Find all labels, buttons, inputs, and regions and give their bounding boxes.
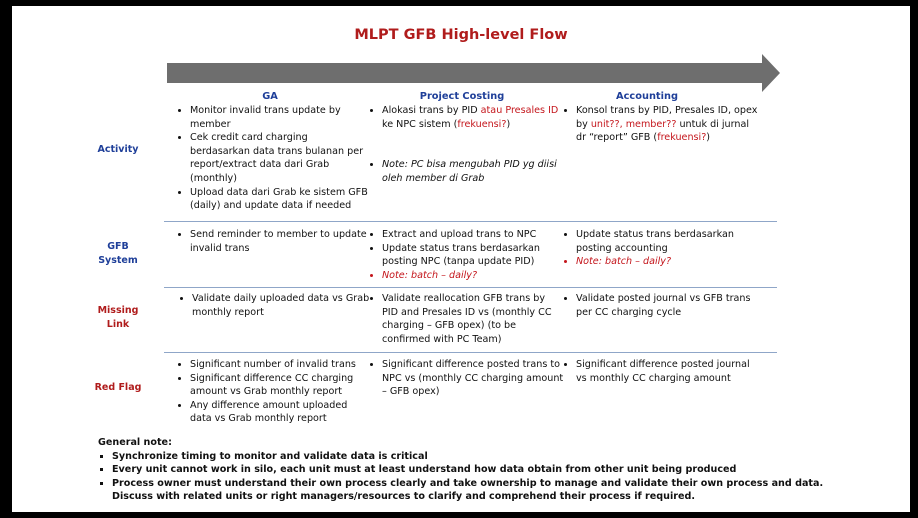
list-item: Validate reallocation GFB trans by PID a… (382, 292, 564, 346)
list-item: Process owner must understand their own … (112, 477, 858, 504)
redflag-pc-list: Significant difference posted trans to N… (368, 358, 567, 399)
row-divider (164, 352, 777, 353)
redflag-ga-list: Significant number of invalid trans Sign… (176, 358, 370, 426)
list-item: Any difference amount uploaded data vs G… (190, 399, 370, 426)
list-item: Monitor invalid trans update by member (190, 104, 370, 131)
list-item: Send reminder to member to update invali… (190, 228, 370, 255)
list-item: Update status trans berdasarkan posting … (576, 228, 761, 255)
list-item: Alokasi trans by PID atau Presales ID ke… (382, 104, 567, 131)
list-item: Every unit cannot work in silo, each uni… (112, 463, 858, 477)
slide: MLPT GFB High-level Flow GA Project Cost… (12, 6, 910, 512)
missing-pc-list: Validate reallocation GFB trans by PID a… (368, 292, 564, 346)
missing-ga-list: Validate daily uploaded data vs Grab mon… (178, 292, 376, 319)
text: ke NPC sistem ( (382, 118, 458, 130)
text: Alokasi trans by PID (382, 105, 481, 116)
activity-pc-list: Alokasi trans by PID atau Presales ID ke… (368, 104, 567, 185)
general-note-list: Synchronize timing to monitor and valida… (98, 450, 858, 504)
text: Konsol trans by PID, Presales ID, opex b… (576, 105, 758, 130)
list-item: Validate daily uploaded data vs Grab mon… (192, 292, 376, 319)
flow-arrow (167, 54, 780, 92)
highlight-text: unit??, member?? (590, 118, 677, 130)
slide-title: MLPT GFB High-level Flow (354, 27, 568, 43)
list-item: Update status trans berdasarkan posting … (382, 242, 567, 269)
row-label-missing-link: Missing Link (97, 305, 139, 330)
column-header-accounting: Accounting (616, 91, 678, 102)
general-note: General note: Synchronize timing to moni… (98, 436, 858, 504)
activity-acc-list: Konsol trans by PID, Presales ID, opex b… (562, 104, 761, 145)
list-item: Synchronize timing to monitor and valida… (112, 450, 858, 464)
row-divider (164, 287, 777, 288)
list-item: Significant number of invalid trans (190, 358, 370, 372)
column-header-ga: GA (262, 91, 278, 102)
row-divider (164, 221, 777, 222)
gfb-acc-list: Update status trans berdasarkan posting … (562, 228, 761, 269)
highlight-text: frekuensi? (457, 118, 507, 130)
activity-ga-list: Monitor invalid trans update by member C… (176, 104, 370, 213)
column-header-project-costing: Project Costing (419, 91, 505, 102)
highlight-text: atau Presales ID (480, 105, 559, 116)
gfb-pc-list: Extract and upload trans to NPC Update s… (368, 228, 567, 282)
list-item: Konsol trans by PID, Presales ID, opex b… (576, 104, 761, 145)
highlight-text: frekuensi? (657, 132, 707, 144)
text: ) (706, 132, 711, 144)
list-item: Significant difference CC charging amoun… (190, 372, 370, 399)
text: ) (506, 118, 511, 130)
redflag-acc-list: Significant difference posted journal vs… (562, 358, 761, 385)
list-item: Significant difference posted journal vs… (576, 358, 761, 385)
list-item: Validate posted journal vs GFB trans per… (576, 292, 766, 319)
note-item: Note: batch – daily? (382, 269, 567, 283)
note-item: Note: PC bisa mengubah PID yg diisi oleh… (382, 158, 567, 185)
row-label-activity: Activity (97, 144, 139, 155)
list-item: Extract and upload trans to NPC (382, 228, 567, 242)
row-label-red-flag: Red Flag (94, 382, 142, 393)
note-item: Note: batch – daily? (576, 255, 761, 269)
row-label-gfb-system: GFB System (98, 241, 138, 266)
text: untuk di jurnal dr “report” GFB ( (576, 118, 750, 144)
list-item: Significant difference posted trans to N… (382, 358, 567, 399)
gfb-ga-list: Send reminder to member to update invali… (176, 228, 370, 255)
list-item: Cek credit card charging berdasarkan dat… (190, 131, 370, 185)
missing-acc-list: Validate posted journal vs GFB trans per… (562, 292, 766, 319)
general-note-heading: General note: (98, 437, 172, 448)
list-item: Upload data dari Grab ke sistem GFB (dai… (190, 186, 370, 213)
